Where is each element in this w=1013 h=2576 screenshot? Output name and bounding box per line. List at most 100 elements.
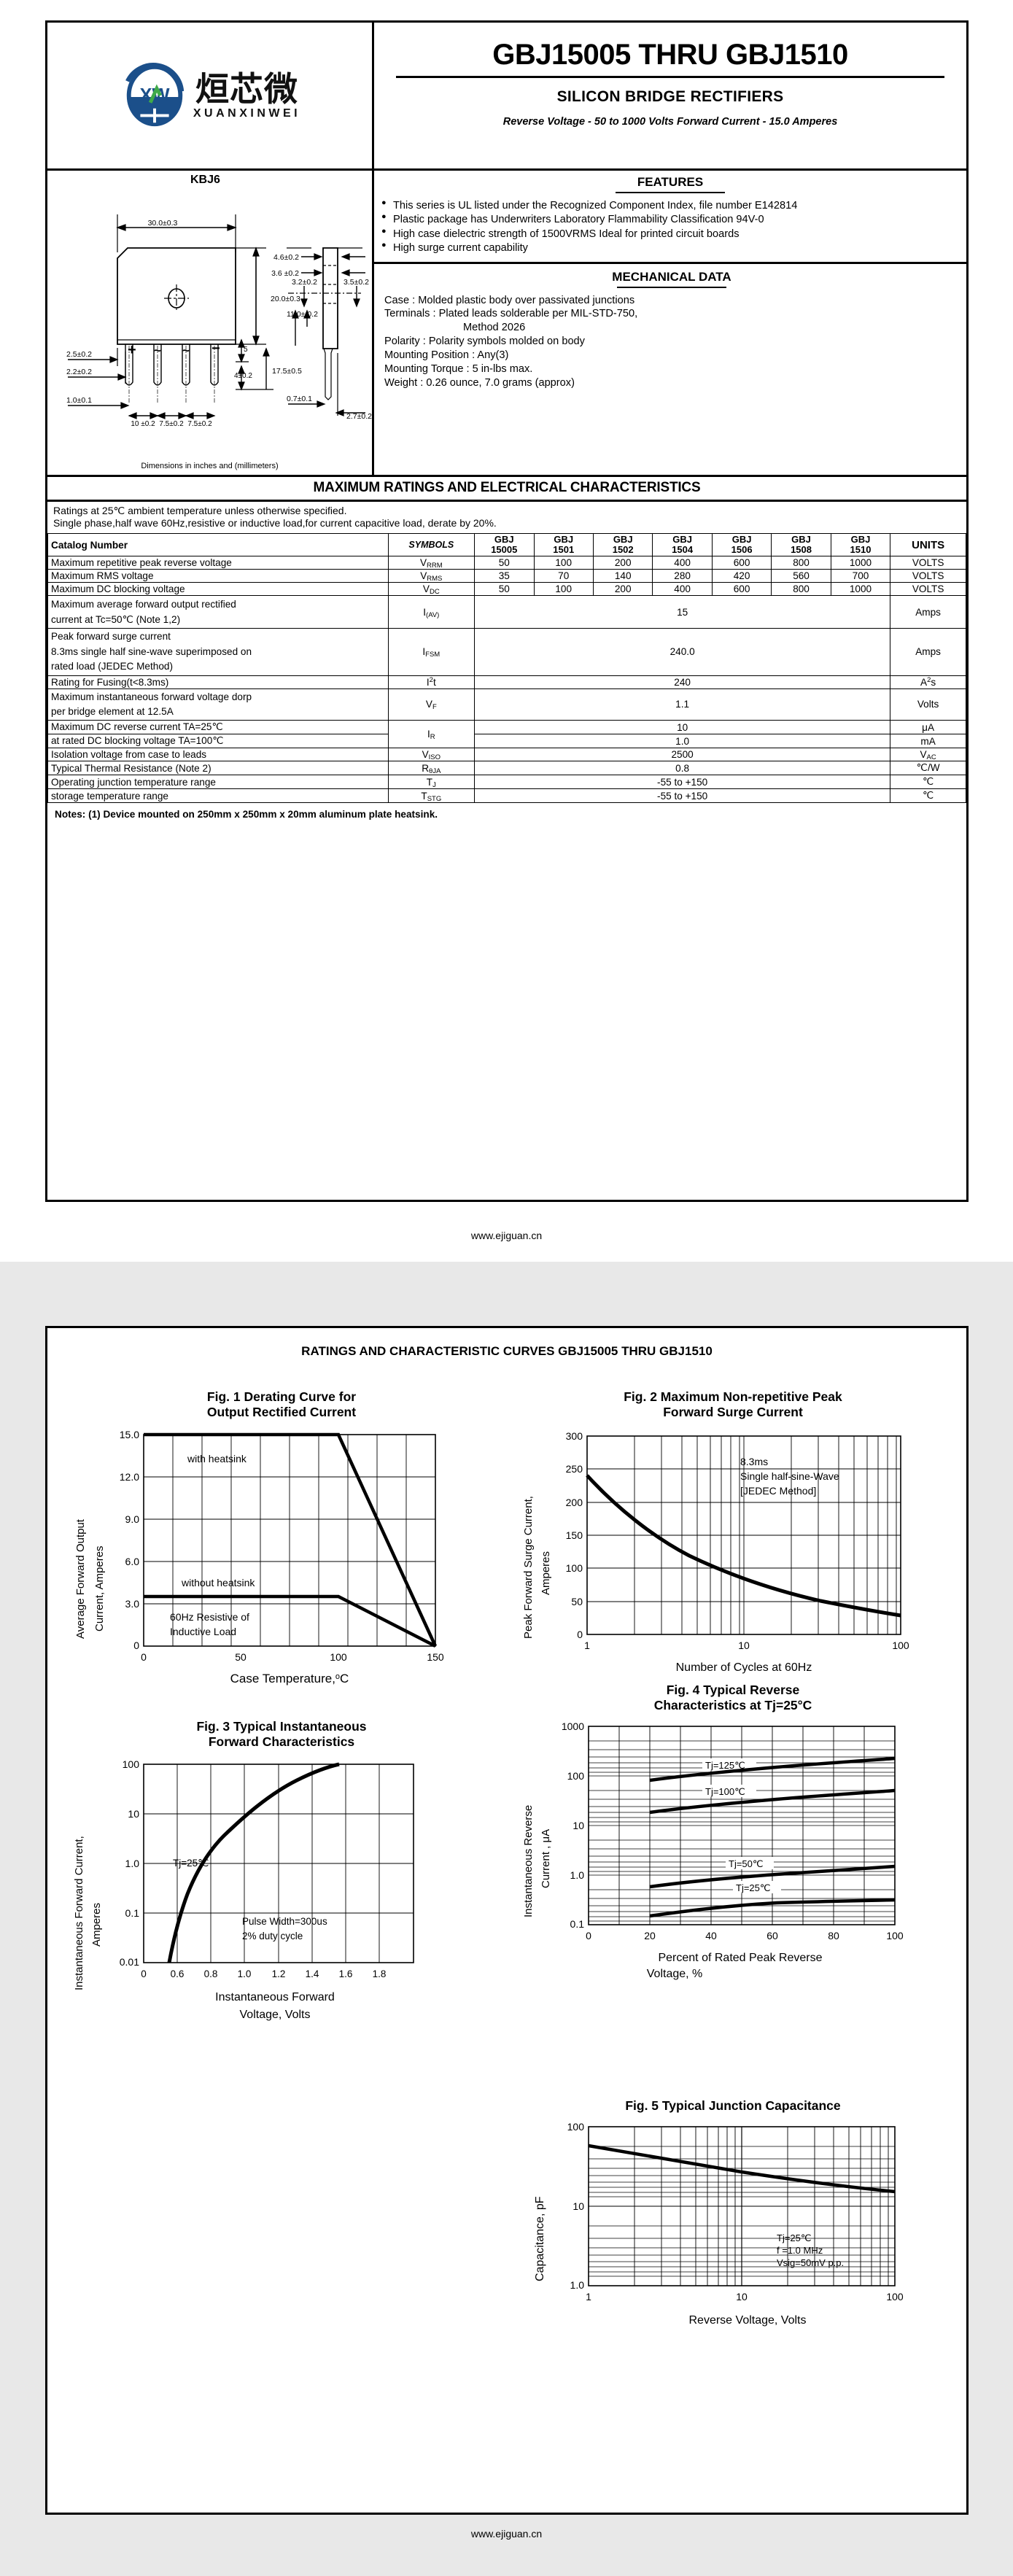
row-label: Maximum RMS voltage <box>47 569 389 583</box>
figure-5: Fig. 5 Typical Junction Capacitance Capa… <box>507 2098 959 2362</box>
figure-4: Fig. 4 Typical Reverse Characteristics a… <box>507 1683 959 2005</box>
table-row: Maximum DC blocking voltage VDC 50 100 2… <box>47 582 966 597</box>
table-row: Maximum instantaneous forward voltage do… <box>47 688 966 721</box>
package-outline-drawing: 30.0±0.3 20.0±0.3 5 4±0.2 17.5±0.5 2.5±0… <box>66 214 372 428</box>
fig4-legend-100: Tj=100℃ <box>705 1786 745 1797</box>
row-unit: μA <box>890 720 966 735</box>
row-symbol: VF <box>387 688 476 721</box>
cell-value: 800 <box>771 582 831 597</box>
feature-item: Plastic package has Underwriters Laborat… <box>381 212 959 226</box>
fig2-ylabel-line2: Amperes <box>540 1551 552 1595</box>
table-row: at rated DC blocking voltage TA=100℃ 1.0… <box>47 734 966 749</box>
datasheet-page-2: RATINGS AND CHARACTERISTIC CURVES GBJ150… <box>0 1306 1013 2576</box>
fig3-annot-pulse1: Pulse Width=300us <box>242 1916 327 1927</box>
dim-4: 4±0.2 <box>234 372 252 380</box>
terminal-ac1: ~ <box>154 344 161 357</box>
dim-25: 2.5±0.2 <box>66 350 92 359</box>
fig2-xlabel: Number of Cycles at 60Hz <box>676 1661 812 1674</box>
company-logo-icon: XW <box>125 63 185 127</box>
table-row: Peak forward surge current 8.3ms single … <box>47 628 966 676</box>
fig4-xtick: 80 <box>828 1930 839 1941</box>
dim-35: 3.5±0.2 <box>344 278 369 287</box>
fig1-xtick: 150 <box>427 1651 444 1663</box>
ratings-banner: MAXIMUM RATINGS AND ELECTRICAL CHARACTER… <box>47 475 966 500</box>
footer-url-page2: www.ejiguan.cn <box>470 2528 543 2540</box>
row-label: Maximum average forward output rectified… <box>47 595 389 629</box>
fig2-annot-1: 8.3ms <box>740 1456 768 1467</box>
cell-value: 420 <box>711 569 772 583</box>
fig4-legend-125: Tj=125℃ <box>705 1760 745 1771</box>
cell-value-span: 0.8 <box>474 761 891 776</box>
row-label: Maximum DC reverse current TA=25℃ <box>47 720 389 734</box>
mechanical-line: Mounting Position : Any(3) <box>384 349 509 362</box>
fig4-series-50 <box>649 1864 896 1889</box>
dim-46: 4.6±0.2 <box>273 253 299 262</box>
row-unit: VOLTS <box>890 582 966 597</box>
features-divider <box>616 192 725 193</box>
row-label: Peak forward surge current 8.3ms single … <box>47 628 389 676</box>
dim-p75a: 7.5±0.2 <box>159 420 184 428</box>
company-name-en: XUANXINWEI <box>193 106 301 120</box>
fig3-ytick: 1.0 <box>125 1858 140 1869</box>
dim-width: 30.0±0.3 <box>148 219 178 228</box>
fig2-ytick: 200 <box>566 1497 583 1508</box>
fig1-annot-load2: Inductive Load <box>170 1626 236 1637</box>
fig4-ytick: 10 <box>573 1820 584 1831</box>
fig2-xtick: 100 <box>892 1640 909 1651</box>
feature-item: High surge current capability <box>381 241 959 255</box>
row-unit: VAC <box>890 748 966 762</box>
dim-height: 20.0±0.3 <box>271 295 300 303</box>
fig3-xtick: 1.8 <box>373 1968 387 1979</box>
fig5-annot-2: f =1.0 MHz <box>777 2245 823 2256</box>
page-gap <box>0 1262 1013 1306</box>
fig3-ytick: 10 <box>128 1808 139 1820</box>
dim-10: 1.0±0.1 <box>66 396 92 405</box>
cell-value: 600 <box>711 582 772 597</box>
cell-value-span: 240.0 <box>474 628 891 676</box>
fig5-ytick: 100 <box>567 2121 585 2133</box>
cell-value: 700 <box>830 569 891 583</box>
row-symbol: VRMS <box>387 569 476 583</box>
fig2-annot-2: Single half-sine-Wave <box>740 1470 839 1482</box>
specifications-table: Catalog Number SYMBOLS GBJ 15005 GBJ 1501 … <box>47 533 966 804</box>
terminal-plus: + <box>128 342 136 358</box>
row-symbol: IR <box>387 720 476 749</box>
cell-value: 1000 <box>830 582 891 597</box>
fig3-ytick: 0.01 <box>120 1956 139 1968</box>
page-title: GBJ15005 THRU GBJ1510 <box>492 39 848 71</box>
fig4-ytick: 1000 <box>562 1720 584 1732</box>
row-symbol: IFSM <box>387 628 476 676</box>
row-label: Rating for Fusing(t<8.3ms) <box>47 675 389 689</box>
fig2-ytick: 300 <box>566 1430 583 1442</box>
cell-value: 200 <box>592 556 653 570</box>
mechanical-line: Polarity : Polarity symbols molded on bo… <box>384 335 585 348</box>
fig3-ylabel-line2: Amperes <box>90 1903 103 1947</box>
col-units: UNITS <box>890 533 966 557</box>
fig2-series-ifsm <box>586 1474 901 1618</box>
cell-value: 800 <box>771 556 831 570</box>
fig3-annot-pulse2: 2% duty cycle <box>242 1931 303 1941</box>
fig1-ytick: 12.0 <box>120 1471 139 1483</box>
col-symbols: SYMBOLS <box>387 533 476 557</box>
table-row: Rating for Fusing(t<8.3ms) I2t 240 A2s <box>47 675 966 689</box>
fig1-ytick: 15.0 <box>120 1429 139 1440</box>
cell-value-span: 15 <box>474 595 891 629</box>
cell-value: 1000 <box>830 556 891 570</box>
row-label: Maximum repetitive peak reverse voltage <box>47 556 389 570</box>
datasheet-page-1: XW 烜芯微 XUANXINWEI GBJ15005 THRU GBJ1510 … <box>0 0 1013 1262</box>
fig4-ylabel-line1: Instantaneous Reverse <box>522 1805 535 1917</box>
ratings-note-line1: Ratings at 25℃ ambient temperature unles… <box>53 505 347 516</box>
fig5-xlabel: Reverse Voltage, Volts <box>689 2314 807 2327</box>
fig2-ytick: 0 <box>577 1629 583 1640</box>
dim-27: 2.7±0.2 <box>346 412 372 421</box>
row-label: at rated DC blocking voltage TA=100℃ <box>47 734 389 749</box>
dim-175: 17.5±0.5 <box>272 367 302 376</box>
fig5-xtick: 10 <box>736 2291 748 2303</box>
cell-value: 100 <box>533 582 594 597</box>
fig4-ytick: 0.1 <box>570 1918 585 1930</box>
table-header-row: Catalog Number SYMBOLS GBJ 15005 GBJ 1501 … <box>47 533 966 557</box>
title-divider <box>396 76 944 78</box>
row-symbol: VISO <box>387 748 476 762</box>
row-unit: Amps <box>890 628 966 676</box>
fig3-ylabel-line1: Instantaneous Forward Current, <box>73 1836 85 1990</box>
